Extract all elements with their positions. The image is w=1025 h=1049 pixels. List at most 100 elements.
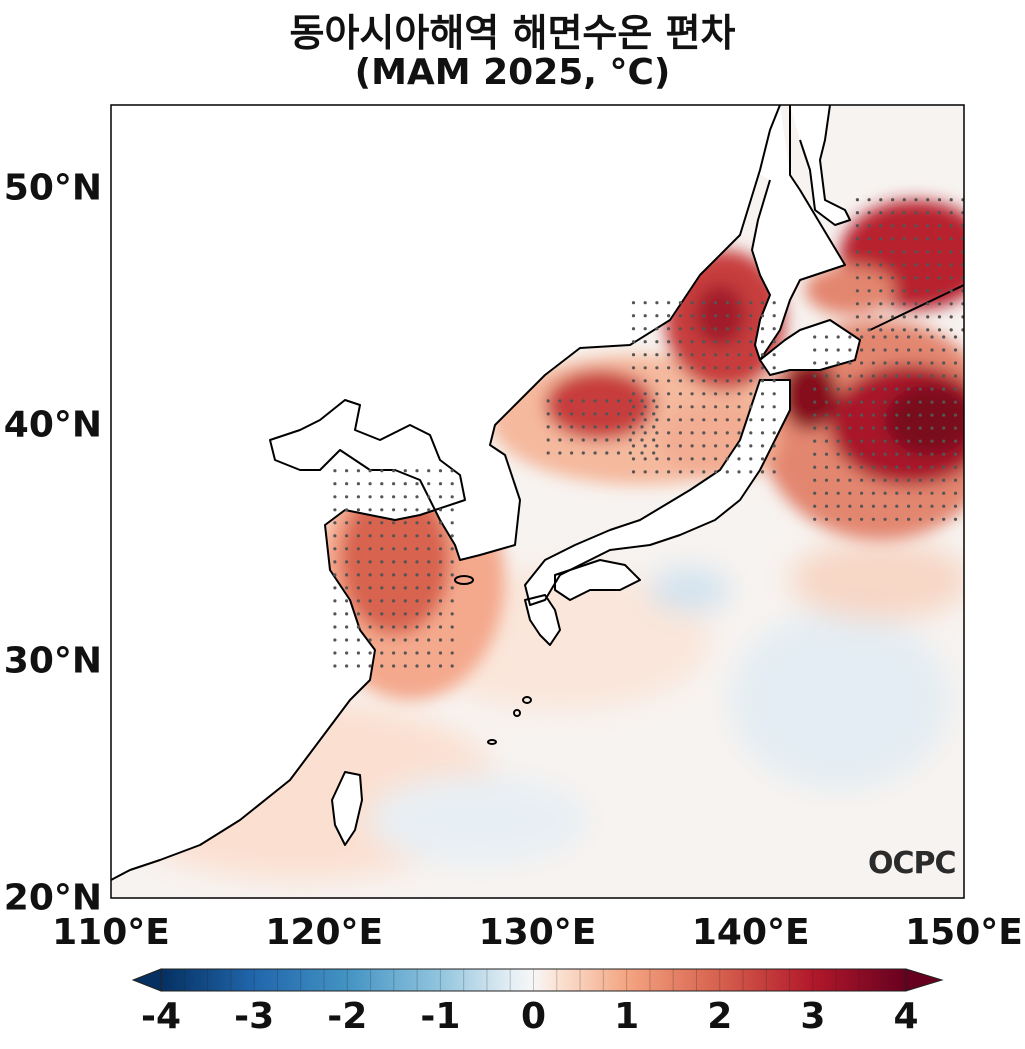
stipple-dot — [772, 444, 776, 448]
stipple-dot — [415, 625, 419, 629]
stipple-dot — [725, 340, 729, 344]
stipple-dot — [725, 405, 729, 409]
stipple-dot — [438, 651, 443, 655]
stipple-dot — [392, 599, 396, 603]
stipple-dot — [356, 599, 360, 603]
stipple-dot — [702, 366, 706, 370]
stipple-dot — [702, 405, 706, 409]
stipple-dot — [879, 315, 883, 319]
stipple-dot — [570, 399, 574, 403]
stipple-dot — [581, 438, 585, 442]
stipple-dot — [749, 405, 753, 409]
stipple-dot — [415, 508, 419, 512]
stipple-dot — [678, 379, 683, 383]
stipple-dot — [836, 465, 840, 469]
stipple-dot — [667, 418, 671, 422]
stipple-dot — [930, 491, 934, 495]
stipple-dot — [427, 586, 431, 590]
stipple-dot — [772, 301, 776, 305]
stipple-dot — [953, 374, 958, 378]
lon-tick-label: 120°E — [265, 912, 384, 953]
stipple-dot — [860, 504, 864, 508]
stipple-dot — [760, 431, 765, 435]
stipple-dot — [848, 387, 852, 391]
stipple-dot — [749, 353, 753, 357]
stipple-dot — [907, 335, 911, 339]
stipple-dot — [760, 366, 765, 370]
stipple-dot — [368, 651, 372, 655]
stipple-dot — [356, 495, 360, 499]
stipple-dot — [593, 451, 597, 455]
stipple-dot — [450, 508, 454, 512]
stipple-dot — [546, 438, 550, 442]
stipple-dot — [836, 400, 840, 404]
stipple-dot — [667, 366, 671, 370]
stipple-dot — [640, 399, 644, 403]
stipple-dot — [427, 612, 431, 616]
stipple-dot — [942, 348, 946, 352]
stipple-dot — [824, 452, 829, 456]
stipple-dot — [813, 348, 817, 352]
stipple-dot — [333, 573, 337, 577]
stipple-dot — [631, 457, 636, 461]
stipple-dot — [438, 482, 443, 486]
stipple-dot — [914, 237, 918, 241]
stipple-dot — [427, 508, 431, 512]
stipple-dot — [926, 328, 930, 332]
stipple-dot — [949, 198, 953, 202]
stipple-dot — [643, 470, 647, 474]
stipple-dot — [558, 451, 562, 455]
stipple-dot — [702, 444, 706, 448]
stipple-dot — [942, 400, 946, 404]
stipple-dot — [450, 521, 454, 525]
stipple-dot — [403, 521, 407, 525]
stipple-dot — [356, 586, 360, 590]
stipple-dot — [427, 651, 431, 655]
stipple-dot — [883, 517, 887, 521]
stipple-dot — [883, 504, 887, 508]
stipple-dot — [867, 263, 871, 267]
lat-tick-label: 50°N — [3, 167, 102, 209]
stipple-dot — [949, 328, 953, 332]
stipple-dot — [749, 366, 753, 370]
stipple-dot — [824, 478, 829, 482]
stipple-dot — [427, 573, 431, 577]
stipple-dot — [860, 478, 864, 482]
stipple-dot — [772, 431, 776, 435]
stipple-dot — [392, 625, 396, 629]
stipple-dot — [918, 504, 922, 508]
stipple-dot — [725, 470, 729, 474]
colorbar-tick-label: 0 — [520, 996, 547, 1037]
stipple-dot — [345, 625, 349, 629]
map-frame — [110, 104, 965, 899]
stipple-dot — [655, 457, 659, 461]
stipple-dot — [871, 504, 876, 508]
stipple-dot — [883, 400, 887, 404]
stipple-dot — [926, 211, 930, 215]
stipple-dot — [725, 366, 729, 370]
ocpc-logo: OCPC — [868, 846, 957, 881]
stipple-dot — [558, 399, 562, 403]
stipple-dot — [848, 452, 852, 456]
stipple-dot — [427, 495, 431, 499]
stipple-dot — [902, 276, 906, 280]
stipple-dot — [860, 413, 864, 417]
stipple-dot — [926, 224, 930, 228]
stipple-dot — [930, 413, 934, 417]
stipple-dot — [891, 250, 895, 254]
stipple-dot — [450, 599, 454, 603]
stipple-dot — [848, 426, 852, 430]
stipple-dot — [714, 379, 718, 383]
stipple-dot — [345, 469, 349, 473]
stipple-dot — [631, 470, 636, 474]
stipple-dot — [356, 638, 360, 642]
stipple-dot — [415, 547, 419, 551]
stipple-dot — [942, 465, 946, 469]
colorbar-tick-label: -1 — [420, 996, 461, 1037]
stipple-dot — [450, 547, 454, 551]
stipple-dot — [714, 457, 718, 461]
stipple-dot — [907, 361, 911, 365]
stipple-dot — [824, 335, 829, 339]
stipple-dot — [930, 400, 934, 404]
stipple-dot — [438, 560, 443, 564]
